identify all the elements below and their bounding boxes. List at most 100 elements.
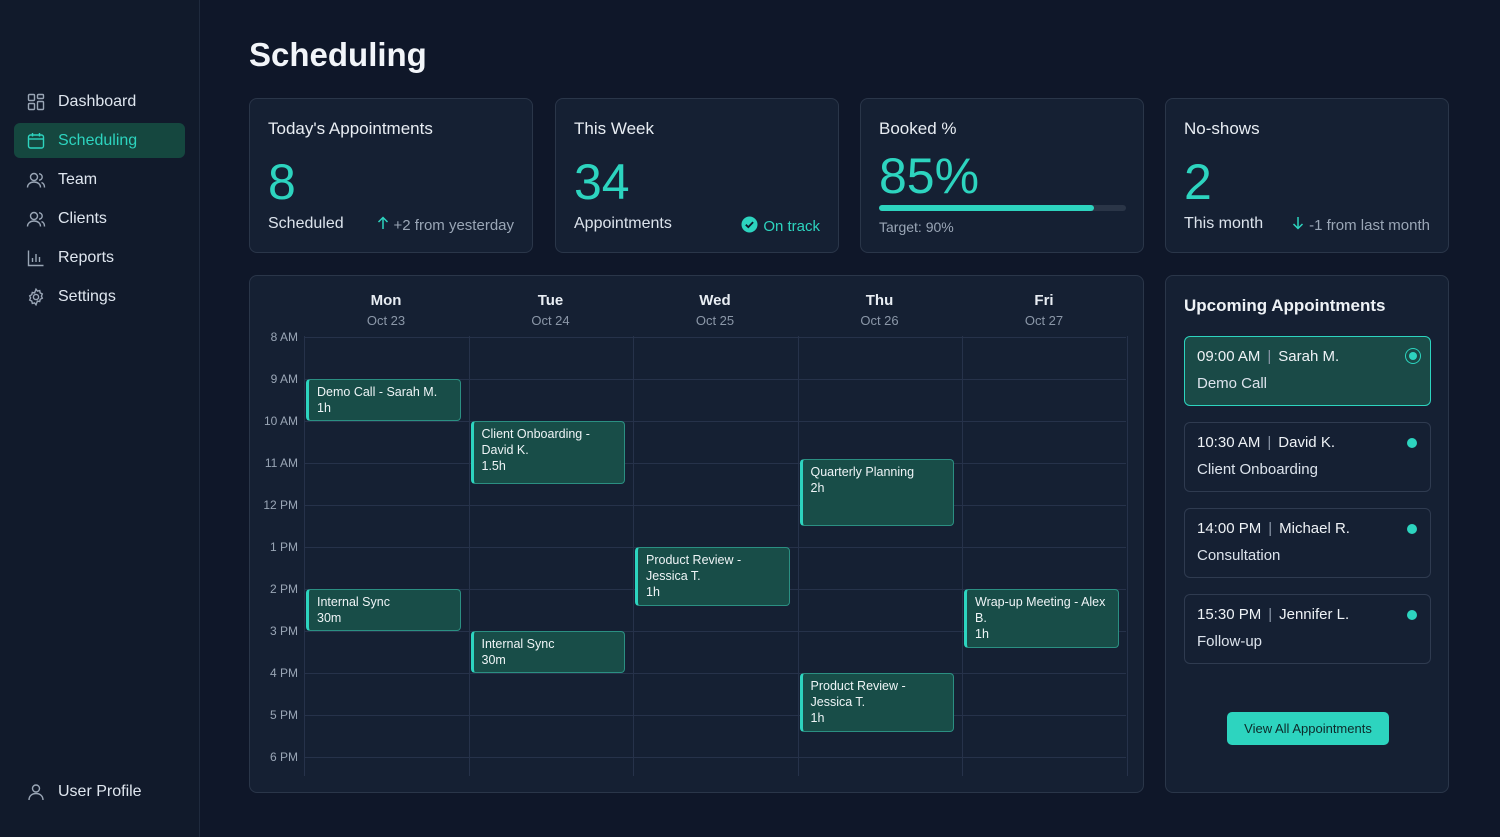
day-gridline	[304, 336, 305, 776]
page-title: Scheduling	[249, 36, 427, 73]
appointment-name: David K.	[1278, 434, 1335, 451]
stat-card-today: Today's Appointments 8 Scheduled +2 from…	[249, 98, 533, 253]
status-dot-icon	[1409, 352, 1417, 360]
calendar-event[interactable]: Product Review - Jessica T. 1h	[635, 547, 790, 606]
calendar-event[interactable]: Internal Sync 30m	[306, 589, 461, 631]
hour-gridline	[304, 421, 1126, 422]
gear-icon	[26, 287, 46, 307]
hour-label: 12 PM	[263, 498, 298, 512]
stat-label: Today's Appointments	[268, 119, 433, 138]
status-dot-icon	[1407, 438, 1417, 448]
event-title: Product Review - Jessica T.	[646, 553, 742, 583]
event-duration: 30m	[481, 653, 506, 667]
check-circle-icon	[741, 216, 758, 237]
event-duration: 1h	[646, 585, 660, 599]
appointment-type: Demo Call	[1197, 375, 1268, 392]
sidebar-item-scheduling[interactable]: Scheduling	[14, 123, 185, 158]
hour-label: 11 AM	[264, 456, 298, 470]
sidebar-item-label: Reports	[58, 248, 115, 266]
appointment-time: 14:00 PM	[1197, 520, 1262, 537]
calendar-event[interactable]: Wrap-up Meeting - Alex B. 1h	[964, 589, 1119, 648]
sidebar-item-clients[interactable]: Clients	[14, 201, 185, 236]
appointment-time: 10:30 AM	[1197, 434, 1261, 451]
stat-status: On track	[741, 216, 820, 237]
event-duration: 1h	[810, 711, 825, 725]
dashboard-icon	[26, 92, 46, 112]
hour-label: 10 AM	[263, 414, 298, 428]
sidebar-item-label: Scheduling	[58, 131, 138, 149]
appointment-card[interactable]: 10:30 AM | David K. Client Onboarding	[1184, 422, 1431, 492]
stat-trend: +2 from yesterday	[377, 216, 514, 234]
stat-sub: Scheduled	[268, 215, 344, 232]
calendar-event[interactable]: Product Review - Jessica T. 1h	[799, 673, 954, 732]
appointment-card[interactable]: 14:00 PM | Michael R. Consultation	[1184, 508, 1431, 578]
day-gridline	[1126, 336, 1128, 776]
hour-label: 5 PM	[269, 708, 298, 722]
day-header: Thu Oct 26	[860, 292, 899, 328]
stat-label: Booked %	[879, 119, 957, 138]
day-header: Fri Oct 27	[1024, 292, 1064, 328]
hour-label: 4 PM	[269, 666, 298, 680]
sidebar-item-label: Team	[58, 170, 98, 188]
calendar-event[interactable]: Demo Call - Sarah M. 1h	[306, 379, 461, 421]
stat-value: 8	[268, 154, 296, 210]
calendar-event[interactable]: Quarterly Planning 2h	[799, 458, 954, 526]
hour-gridline	[304, 673, 1126, 674]
calendar-icon	[26, 131, 46, 151]
chart-icon	[26, 248, 46, 268]
stat-value: 2	[1184, 154, 1212, 210]
stat-sub: This month	[1184, 215, 1264, 232]
calendar-event[interactable]: Client Onboarding - David K. 1.5h	[470, 421, 625, 484]
appointment-name: Michael R.	[1279, 520, 1350, 537]
calendar-event[interactable]: Internal Sync 30m	[470, 631, 625, 673]
view-all-appointments-button[interactable]: View All Appointments	[1227, 712, 1389, 745]
user-icon	[26, 782, 46, 802]
sidebar-item-label: Settings	[58, 287, 116, 305]
hour-label: 8 AM	[270, 330, 298, 344]
booked-progress-fill	[879, 205, 1094, 211]
hour-gridline	[304, 463, 1126, 464]
day-gridline	[797, 336, 799, 776]
appointment-type: Client Onboarding	[1197, 461, 1318, 478]
event-duration: 1h	[317, 401, 331, 415]
stat-card-booked: Booked % 85% Target: 90%	[860, 98, 1144, 253]
hour-gridline	[304, 757, 1126, 758]
event-title: Client Onboarding - David K.	[481, 427, 590, 457]
weekly-calendar: Mon Oct 23 Tue Oct 24 Wed Oct 25 Thu Oct…	[249, 275, 1144, 793]
day-gridline	[962, 336, 963, 776]
clients-icon	[26, 209, 46, 229]
appointment-time: 09:00 AM	[1197, 348, 1261, 365]
day-header: Tue Oct 24	[531, 292, 570, 328]
day-header: Wed Oct 25	[695, 292, 735, 328]
day-gridline	[633, 336, 634, 776]
stat-sub: Appointments	[574, 215, 672, 232]
stat-label: No-shows	[1184, 119, 1260, 138]
event-title: Product Review - Jessica T.	[810, 679, 906, 709]
hour-gridline	[304, 505, 1126, 506]
sidebar-item-settings[interactable]: Settings	[14, 279, 185, 314]
sidebar-nav: Dashboard Scheduling Team Clients Report…	[14, 84, 185, 318]
appointment-card[interactable]: 15:30 PM | Jennifer L. Follow-up	[1184, 594, 1431, 664]
event-title: Internal Sync	[481, 637, 555, 651]
sidebar-user-profile[interactable]: User Profile	[14, 774, 142, 809]
sidebar-item-reports[interactable]: Reports	[14, 240, 185, 275]
event-duration: 1.5h	[481, 459, 506, 473]
hour-label: 6 PM	[269, 750, 298, 764]
stat-value: 34	[574, 154, 630, 210]
hour-gridline	[304, 337, 1126, 338]
hour-label: 3 PM	[269, 624, 298, 638]
stat-value: 85%	[879, 148, 980, 204]
team-icon	[26, 170, 46, 190]
hour-label: 2 PM	[269, 582, 298, 596]
appointment-card[interactable]: 09:00 AM | Sarah M. Demo Call	[1184, 336, 1431, 406]
upcoming-title: Upcoming Appointments	[1184, 296, 1386, 315]
user-profile-label: User Profile	[58, 782, 142, 800]
booked-progress-bar	[879, 205, 1126, 211]
event-title: Quarterly Planning	[810, 464, 915, 479]
sidebar-item-team[interactable]: Team	[14, 162, 185, 197]
appointment-type: Consultation	[1197, 547, 1281, 564]
upcoming-appointments-panel: Upcoming Appointments 09:00 AM | Sarah M. …	[1165, 275, 1449, 793]
sidebar-item-dashboard[interactable]: Dashboard	[14, 84, 185, 119]
sidebar: Dashboard Scheduling Team Clients Report…	[0, 0, 200, 837]
stat-card-week: This Week 34 Appointments On track	[555, 98, 839, 253]
